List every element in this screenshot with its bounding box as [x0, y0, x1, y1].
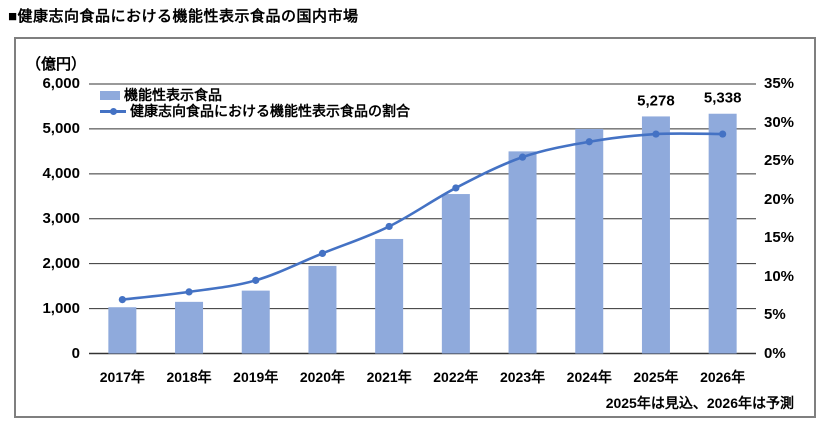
- line-marker-2020年: [318, 249, 327, 257]
- x-label-2019年: 2019年: [233, 369, 279, 385]
- line-marker-2017年: [118, 296, 126, 304]
- bar-2022年: [441, 194, 470, 354]
- right-tick-5%: 5%: [764, 306, 786, 323]
- right-tick-35%: 35%: [764, 75, 795, 92]
- right-tick-25%: 25%: [764, 152, 795, 169]
- line-series-swatch: [100, 106, 126, 116]
- chart-frame: 5,278 5,338 （億円） 6,000 5,000 4,000 3,000 2,00…: [14, 37, 816, 418]
- bar-data-label-2026年: 5,338: [704, 90, 742, 107]
- x-label-2026年: 2026年: [700, 369, 746, 385]
- right-tick-0%: 0%: [764, 344, 786, 362]
- x-label-2023年: 2023年: [499, 369, 546, 385]
- x-label-2020年: 2020年: [299, 369, 346, 385]
- line-marker-2023年: [518, 153, 527, 161]
- bar-2017年: [108, 307, 137, 354]
- bar-2024年: [575, 128, 604, 354]
- line-marker-2022年: [452, 184, 460, 192]
- left-tick-1,000: 1,000: [42, 299, 80, 317]
- left-tick-3,000: 3,000: [42, 209, 80, 227]
- forecast-note: 2025年は見込、2026年は予測: [605, 395, 794, 411]
- left-tick-0: 0: [71, 344, 80, 362]
- right-tick-20%: 20%: [764, 190, 795, 208]
- page-title: ■健康志向食品における機能性表示食品の国内市場: [8, 8, 359, 25]
- legend-label-line-series: 健康志向食品における機能性表示食品の割合: [130, 103, 410, 119]
- left-axis-unit-label: （億円）: [26, 56, 87, 73]
- left-tick-2,000: 2,000: [42, 254, 80, 272]
- x-label-2021年: 2021年: [366, 369, 412, 385]
- line-swatch-marker-icon: [109, 107, 117, 115]
- chart-area: 5,278 5,338 （億円） 6,000 5,000 4,000 3,000 2,00…: [16, 39, 814, 416]
- line-marker-2025年: [652, 130, 660, 138]
- bar-series-swatch: [100, 90, 120, 100]
- x-label-2018年: 2018年: [166, 369, 212, 385]
- line-marker-2019年: [252, 276, 260, 284]
- left-tick-6,000: 6,000: [42, 75, 80, 92]
- legend-label-bar-series: 機能性表示食品: [124, 87, 222, 103]
- combo-chart-plot: 5,278 5,338: [89, 83, 756, 355]
- x-label-2025年: 2025年: [633, 369, 679, 385]
- legend-item-line-series: 健康志向食品における機能性表示食品の割合: [100, 103, 410, 119]
- left-tick-5,000: 5,000: [42, 119, 80, 137]
- bar-2025年: [641, 116, 670, 354]
- right-tick-10%: 10%: [764, 267, 795, 285]
- x-label-2017年: 2017年: [99, 369, 145, 385]
- bar-2020年: [308, 265, 337, 354]
- line-marker-2026年: [719, 130, 727, 138]
- legend-item-bar-series: 機能性表示食品: [100, 87, 410, 103]
- bar-2023年: [508, 151, 537, 354]
- line-marker-2024年: [585, 138, 593, 146]
- line-marker-2021年: [385, 222, 393, 231]
- bar-2018年: [175, 301, 204, 354]
- bar-data-label-2025年: 5,278: [637, 92, 675, 109]
- chart-legend: 機能性表示食品 健康志向食品における機能性表示食品の割合: [100, 87, 410, 119]
- line-marker-2018年: [185, 288, 193, 296]
- x-label-2024年: 2024年: [566, 369, 612, 385]
- left-tick-4,000: 4,000: [42, 164, 80, 182]
- bar-2026年: [708, 113, 737, 354]
- bar-2019年: [241, 290, 270, 354]
- right-tick-15%: 15%: [764, 229, 795, 246]
- ratio-line: [121, 132, 724, 301]
- x-label-2022年: 2022年: [433, 369, 479, 385]
- right-tick-30%: 30%: [764, 113, 795, 131]
- bar-2021年: [375, 238, 404, 354]
